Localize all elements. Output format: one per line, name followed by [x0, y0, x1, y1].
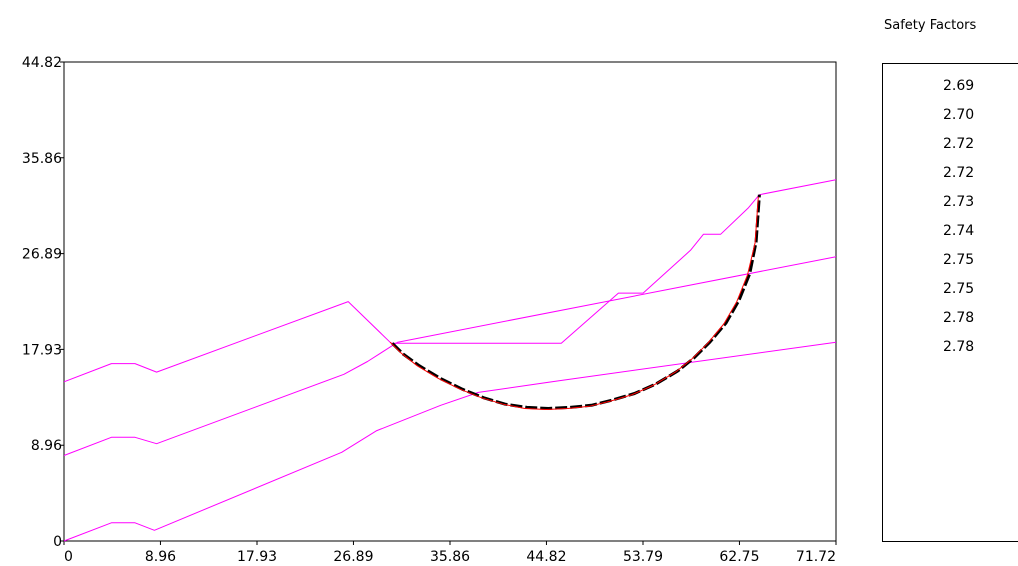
critical-slip-circle: [389, 196, 759, 410]
y-tick-label: 44.82: [22, 55, 62, 71]
x-tick-label: 71.72: [796, 549, 836, 565]
x-tick-label: 44.82: [526, 549, 566, 565]
ground-surface-line: [63, 179, 837, 383]
safety-factor-item: 2.69: [943, 78, 975, 94]
safety-factors-list: 2.69 2.70 2.72 2.72 2.73 2.74 2.75 2.75 2.78 2.78: [883, 64, 1018, 362]
x-tick-label: 62.75: [719, 549, 759, 565]
x-tick-label: 26.89: [333, 549, 373, 565]
slip-surface-trace: [391, 194, 761, 410]
safety-factor-item: 2.78: [943, 339, 975, 355]
safety-factors-panel: 2.69 2.70 2.72 2.72 2.73 2.74 2.75 2.75 2.78 2.78: [882, 63, 1018, 542]
safety-factor-item: 2.73: [943, 194, 975, 210]
safety-factor-item: 2.78: [943, 310, 975, 326]
y-tick-label: 8.96: [31, 438, 62, 454]
safety-factor-item: 2.70: [943, 107, 975, 123]
safety-factor-item: 2.75: [943, 252, 975, 268]
slope-stability-chart: 0 8.96 17.93 26.89 35.86 44.82 0 8.96 17.93 26.8…: [22, 55, 837, 565]
y-tick-label: 17.93: [22, 342, 62, 358]
safety-factor-item: 2.72: [943, 165, 975, 181]
safety-factor-item: 2.72: [943, 136, 975, 152]
y-tick-label: 0: [53, 534, 62, 550]
x-tick-label: 0: [64, 549, 73, 565]
x-tick-label: 35.86: [430, 549, 470, 565]
safety-factor-item: 2.75: [943, 281, 975, 297]
x-tick-label: 53.79: [623, 549, 663, 565]
plot-area: [63, 61, 837, 542]
y-tick-label: 35.86: [22, 151, 62, 167]
y-tick-label: 26.89: [22, 247, 62, 263]
x-tick-label: 17.93: [237, 549, 277, 565]
layer-boundary-line: [63, 341, 837, 542]
safety-factor-item: 2.74: [943, 223, 975, 239]
safety-factors-title: Safety Factors: [884, 18, 977, 33]
x-tick-label: 8.96: [145, 549, 176, 565]
